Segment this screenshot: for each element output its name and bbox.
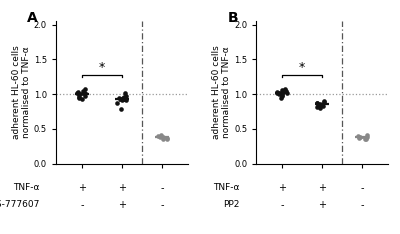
Point xyxy=(123,94,129,98)
Text: +: + xyxy=(78,183,86,193)
Point xyxy=(121,97,127,101)
Text: TNF-α: TNF-α xyxy=(213,183,240,192)
Y-axis label: adherent HL-60 cells
normalised to TNF-α: adherent HL-60 cells normalised to TNF-α xyxy=(12,46,31,139)
Point xyxy=(157,135,164,139)
Point xyxy=(279,94,285,97)
Text: TNF-α: TNF-α xyxy=(13,183,39,192)
Text: B: B xyxy=(227,11,238,25)
Point xyxy=(164,136,170,140)
Text: BMS-777607: BMS-777607 xyxy=(0,200,39,209)
Point xyxy=(320,104,326,108)
Point xyxy=(120,95,127,99)
Point xyxy=(321,99,328,103)
Point xyxy=(279,88,285,92)
Point xyxy=(122,91,128,95)
Text: +: + xyxy=(118,200,126,210)
Text: *: * xyxy=(99,61,105,74)
Point xyxy=(123,98,129,102)
Point xyxy=(120,96,126,99)
Point xyxy=(317,103,323,107)
Point xyxy=(160,135,166,139)
Point xyxy=(76,95,82,99)
Text: +: + xyxy=(318,200,326,210)
Point xyxy=(274,91,280,95)
Text: -: - xyxy=(360,200,364,210)
Point xyxy=(114,101,120,104)
Point xyxy=(74,90,81,94)
Point xyxy=(362,138,368,141)
Point xyxy=(283,90,289,93)
Point xyxy=(75,96,82,99)
Point xyxy=(284,91,290,95)
Point xyxy=(160,138,167,141)
Point xyxy=(281,87,288,91)
Point xyxy=(356,136,362,140)
Point xyxy=(157,133,164,136)
Point xyxy=(81,87,88,91)
Point xyxy=(314,105,320,109)
Text: -: - xyxy=(360,183,364,193)
Text: +: + xyxy=(318,183,326,193)
Point xyxy=(74,91,80,95)
Point xyxy=(76,93,82,97)
Point xyxy=(80,89,86,93)
Point xyxy=(155,134,162,138)
Point xyxy=(316,103,322,106)
Point xyxy=(274,90,280,94)
Text: +: + xyxy=(118,183,126,193)
Point xyxy=(317,106,323,110)
Point xyxy=(364,135,370,139)
Point xyxy=(116,96,122,100)
Point xyxy=(355,134,362,138)
Text: -: - xyxy=(160,200,164,210)
Point xyxy=(163,137,170,141)
Point xyxy=(279,93,285,97)
Text: -: - xyxy=(80,200,84,210)
Point xyxy=(314,101,321,104)
Point xyxy=(82,91,88,95)
Text: -: - xyxy=(280,200,284,210)
Point xyxy=(118,108,124,111)
Text: PP2: PP2 xyxy=(223,200,240,209)
Text: A: A xyxy=(27,11,38,25)
Text: *: * xyxy=(299,61,305,74)
Point xyxy=(79,97,85,101)
Point xyxy=(278,96,284,99)
Text: +: + xyxy=(278,183,286,193)
Point xyxy=(317,102,323,106)
Point xyxy=(119,99,125,102)
Text: -: - xyxy=(160,183,164,193)
Point xyxy=(276,92,282,96)
Point xyxy=(82,94,88,98)
Point xyxy=(363,137,370,141)
Point xyxy=(364,133,370,137)
Point xyxy=(321,100,327,104)
Point xyxy=(357,135,363,139)
Point xyxy=(314,101,321,105)
Y-axis label: adherent HL-60 cells
normalised to TNF-α: adherent HL-60 cells normalised to TNF-α xyxy=(212,46,231,139)
